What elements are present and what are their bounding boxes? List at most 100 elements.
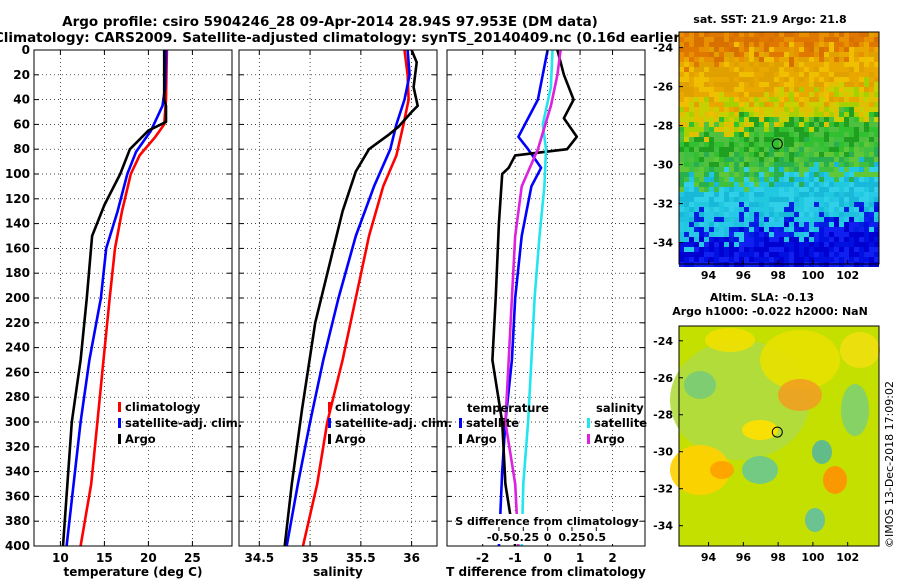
- sst-cell: [734, 252, 739, 257]
- sst-cell: [719, 142, 724, 147]
- sst-cell: [794, 142, 799, 147]
- sst-cell: [859, 212, 864, 217]
- sst-cell: [794, 242, 799, 247]
- sst-cell: [799, 82, 804, 87]
- legend-label-temp-satellite: satellite: [466, 416, 519, 430]
- sst-cell: [869, 32, 874, 37]
- sst-cell: [724, 102, 729, 107]
- sst-cell: [729, 232, 734, 237]
- sst-cell: [759, 162, 764, 167]
- sst-cell: [754, 82, 759, 87]
- sla-anomaly-blob: [778, 379, 822, 411]
- sst-cell: [819, 177, 824, 182]
- sst-cell: [799, 72, 804, 77]
- map-x-tick-label: 98: [770, 269, 785, 282]
- sst-cell: [869, 192, 874, 197]
- sst-cell: [689, 127, 694, 132]
- sst-cell: [774, 172, 779, 177]
- sst-cell: [739, 172, 744, 177]
- sst-cell: [699, 102, 704, 107]
- sst-cell: [749, 217, 754, 222]
- sst-cell: [754, 42, 759, 47]
- sst-cell: [854, 142, 859, 147]
- sst-cell: [794, 232, 799, 237]
- sst-cell: [694, 52, 699, 57]
- sst-cell: [744, 52, 749, 57]
- sst-cell: [869, 52, 874, 57]
- sst-cell: [814, 67, 819, 72]
- sst-cell: [784, 237, 789, 242]
- sst-cell: [754, 97, 759, 102]
- map-y-tick-label: -32: [653, 198, 673, 211]
- x-tick-label: 25: [184, 551, 201, 565]
- sst-cell: [714, 202, 719, 207]
- sst-cell: [749, 187, 754, 192]
- sst-cell: [839, 222, 844, 227]
- sst-cell: [769, 177, 774, 182]
- sst-cell: [819, 47, 824, 52]
- sst-cell: [819, 132, 824, 137]
- sst-cell: [704, 152, 709, 157]
- sst-cell: [839, 72, 844, 77]
- sst-cell: [859, 197, 864, 202]
- sst-cell: [699, 77, 704, 82]
- sst-cell: [764, 32, 769, 37]
- sst-cell: [789, 127, 794, 132]
- sst-cell: [759, 52, 764, 57]
- sst-cell: [709, 57, 714, 62]
- sst-cell: [789, 87, 794, 92]
- sst-cell: [799, 192, 804, 197]
- sst-cell: [714, 172, 719, 177]
- sst-cell: [844, 77, 849, 82]
- sst-cell: [759, 182, 764, 187]
- sst-cell: [749, 197, 754, 202]
- sst-cell: [809, 172, 814, 177]
- sst-cell: [684, 222, 689, 227]
- sst-cell: [734, 177, 739, 182]
- legend-swatch-climatology: [118, 402, 121, 412]
- sst-cell: [724, 122, 729, 127]
- sst-cell: [864, 252, 869, 257]
- sst-cell: [804, 197, 809, 202]
- temperature-legend: climatology satellite-adj. clim. Argo: [118, 400, 242, 446]
- sst-cell: [814, 222, 819, 227]
- sst-cell: [764, 87, 769, 92]
- sst-cell: [699, 247, 704, 252]
- sst-cell: [749, 77, 754, 82]
- sst-cell: [829, 177, 834, 182]
- sst-cell: [819, 212, 824, 217]
- sst-cell: [704, 232, 709, 237]
- sla-anomaly-blob: [705, 328, 755, 352]
- map-y-tick-label: -28: [653, 120, 673, 133]
- sst-cell: [714, 57, 719, 62]
- sst-cell: [744, 137, 749, 142]
- sst-cell: [864, 182, 869, 187]
- legend-swatch-satellite: [328, 418, 331, 428]
- sst-cell: [809, 72, 814, 77]
- sst-cell: [714, 107, 719, 112]
- sst-cell: [844, 37, 849, 42]
- sst-cell: [694, 202, 699, 207]
- sst-cell: [719, 157, 724, 162]
- sst-cell: [804, 107, 809, 112]
- sst-cell: [704, 97, 709, 102]
- sst-cell: [824, 87, 829, 92]
- sst-cell: [814, 62, 819, 67]
- sst-cell: [754, 127, 759, 132]
- sst-cell: [739, 152, 744, 157]
- legend-swatch-argo: [118, 434, 121, 444]
- sst-cell: [714, 177, 719, 182]
- sst-cell: [679, 57, 684, 62]
- sst-cell: [679, 147, 684, 152]
- sst-cell: [779, 232, 784, 237]
- sst-cell: [679, 232, 684, 237]
- sst-cell: [779, 212, 784, 217]
- sst-cell: [809, 152, 814, 157]
- sst-cell: [704, 157, 709, 162]
- sst-cell: [784, 217, 789, 222]
- sst-cell: [784, 152, 789, 157]
- sst-cell: [704, 247, 709, 252]
- sst-cell: [759, 222, 764, 227]
- sst-cell: [789, 207, 794, 212]
- sst-cell: [824, 182, 829, 187]
